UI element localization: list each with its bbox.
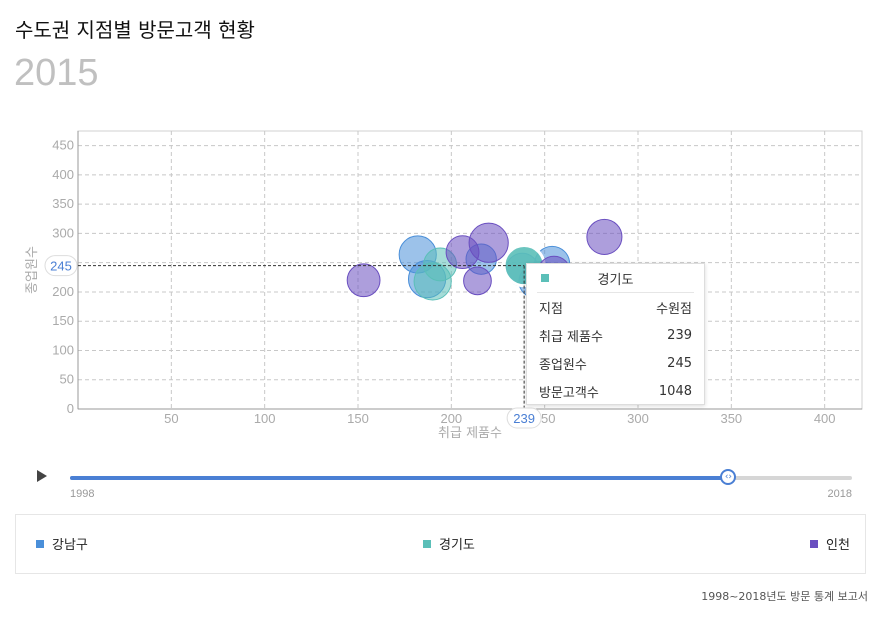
- bubble-point[interactable]: [346, 263, 381, 298]
- chart-title: 수도권 지점별 방문고객 현황: [15, 18, 255, 42]
- y-tick-label: 400: [52, 167, 74, 182]
- x-tick-label: 350: [720, 411, 742, 426]
- play-icon[interactable]: [37, 470, 47, 482]
- y-axis-title: 종업원수: [25, 246, 40, 294]
- bubble-chart: 0501001502002503003504004505010015020025…: [25, 130, 863, 441]
- legend-label: 강남구: [52, 538, 88, 553]
- y-tick-label: 100: [52, 342, 74, 357]
- tooltip-row-value: 수원점: [656, 301, 692, 317]
- x-tick-label: 50: [164, 411, 178, 426]
- y-tick-label: 0: [67, 401, 74, 416]
- x-axis-title: 취급 제품수: [438, 426, 502, 441]
- legend-label: 경기도: [439, 538, 475, 553]
- data-tooltip: 경기도 지점 수원점 취급 제품수 239 종업원수 245 방문고객수 104…: [526, 263, 705, 405]
- legend-swatch: [810, 539, 818, 548]
- legend-swatch: [36, 539, 44, 548]
- x-tick-label: 300: [627, 411, 649, 426]
- timeline-start-label: 1998: [70, 488, 95, 500]
- legend-item-incheon[interactable]: 인천: [810, 534, 850, 553]
- tooltip-row-value: 1048: [658, 383, 692, 399]
- timeline-end-label: 2018: [827, 488, 852, 500]
- tooltip-row-label: 방문고객수: [539, 385, 599, 401]
- legend-item-gangnam[interactable]: 강남구: [36, 534, 88, 553]
- y-marker-label: 245: [50, 259, 72, 274]
- tooltip-row: 취급 제품수 239: [527, 321, 704, 349]
- year-display: 2015: [14, 52, 99, 94]
- tooltip-row-label: 지점: [539, 301, 563, 317]
- x-tick-label: 150: [347, 411, 369, 426]
- x-marker-label: 239: [513, 411, 535, 426]
- x-tick-label: 100: [254, 411, 276, 426]
- legend-label: 인천: [826, 538, 850, 553]
- timeline-progress: [70, 476, 729, 480]
- x-marker-pill: [506, 407, 542, 429]
- legend-item-gyeonggi[interactable]: 경기도: [423, 534, 475, 553]
- legend-swatch: [423, 539, 431, 548]
- tooltip-row-label: 종업원수: [539, 357, 587, 373]
- bubble-point[interactable]: [586, 218, 623, 255]
- x-tick-label: 200: [440, 411, 462, 426]
- y-tick-label: 450: [52, 138, 74, 153]
- tooltip-row-label: 취급 제품수: [539, 329, 603, 345]
- y-tick-label: 300: [52, 225, 74, 240]
- bubble-point[interactable]: [468, 222, 509, 263]
- y-marker-pill: [44, 255, 78, 277]
- play-button[interactable]: [30, 470, 47, 482]
- highlight-markers: 245 239: [44, 255, 542, 429]
- tooltip-title: 경기도: [597, 272, 634, 288]
- source-note: 1998~2018년도 방문 통계 보고서: [701, 590, 868, 603]
- tooltip-row-value: 239: [667, 327, 692, 343]
- tooltip-row: 지점 수원점: [527, 293, 704, 321]
- x-tick-label: 400: [814, 411, 836, 426]
- y-tick-label: 50: [60, 372, 74, 387]
- y-tick-label: 200: [52, 284, 74, 299]
- tooltip-row-value: 245: [667, 355, 692, 371]
- tooltip-swatch: [541, 274, 549, 282]
- chart-legend: 강남구 경기도 인천: [15, 514, 866, 574]
- tooltip-row: 방문고객수 1048: [527, 377, 704, 405]
- tooltip-row: 종업원수 245: [527, 349, 704, 377]
- bubble-point[interactable]: [463, 266, 492, 296]
- timeline-handle[interactable]: ‹›: [720, 469, 737, 485]
- tooltip-header: 경기도: [537, 264, 694, 293]
- y-tick-label: 150: [52, 313, 74, 328]
- y-tick-label: 350: [52, 196, 74, 211]
- timeline-slider[interactable]: ‹›: [70, 469, 852, 485]
